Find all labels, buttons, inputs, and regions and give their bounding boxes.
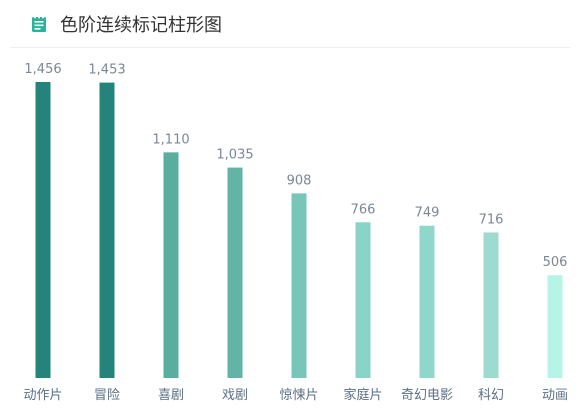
x-tick-label-7: 奇幻电影 (401, 387, 453, 403)
x-tick-label-6: 家庭片 (343, 387, 382, 403)
x-tick-label-9: 动画 (542, 388, 568, 403)
data-label-3: 1,110 (152, 132, 189, 147)
bar-9 (547, 275, 563, 378)
data-label-1: 1,456 (24, 62, 61, 77)
data-label-7: 749 (415, 206, 440, 221)
header-divider (10, 47, 570, 48)
bar-5 (291, 193, 307, 378)
notepad-icon (32, 15, 46, 32)
x-tick-label-8: 科幻 (478, 388, 504, 403)
data-label-4: 1,035 (216, 148, 253, 163)
x-tick-label-2: 冒险 (94, 388, 120, 403)
bar-8 (483, 232, 499, 378)
x-tick-label-1: 动作片 (23, 388, 62, 403)
bar-1 (35, 82, 51, 378)
data-label-6: 766 (351, 202, 376, 217)
bar-3 (163, 152, 179, 378)
x-tick-label-5: 惊悚片 (279, 388, 318, 403)
chart-header: 色阶连续标记柱形图 (30, 10, 222, 38)
bar-7 (419, 225, 435, 378)
x-tick-label-3: 喜剧 (158, 388, 184, 403)
bar-6 (355, 222, 371, 378)
data-label-8: 716 (479, 212, 504, 227)
data-label-2: 1,453 (88, 63, 125, 78)
chart-title: 色阶连续标记柱形图 (60, 15, 222, 36)
data-label-9: 506 (543, 255, 568, 270)
data-label-5: 908 (287, 173, 312, 188)
bar-2 (99, 82, 115, 378)
bar-4 (227, 167, 243, 378)
x-tick-label-4: 戏剧 (222, 388, 248, 403)
